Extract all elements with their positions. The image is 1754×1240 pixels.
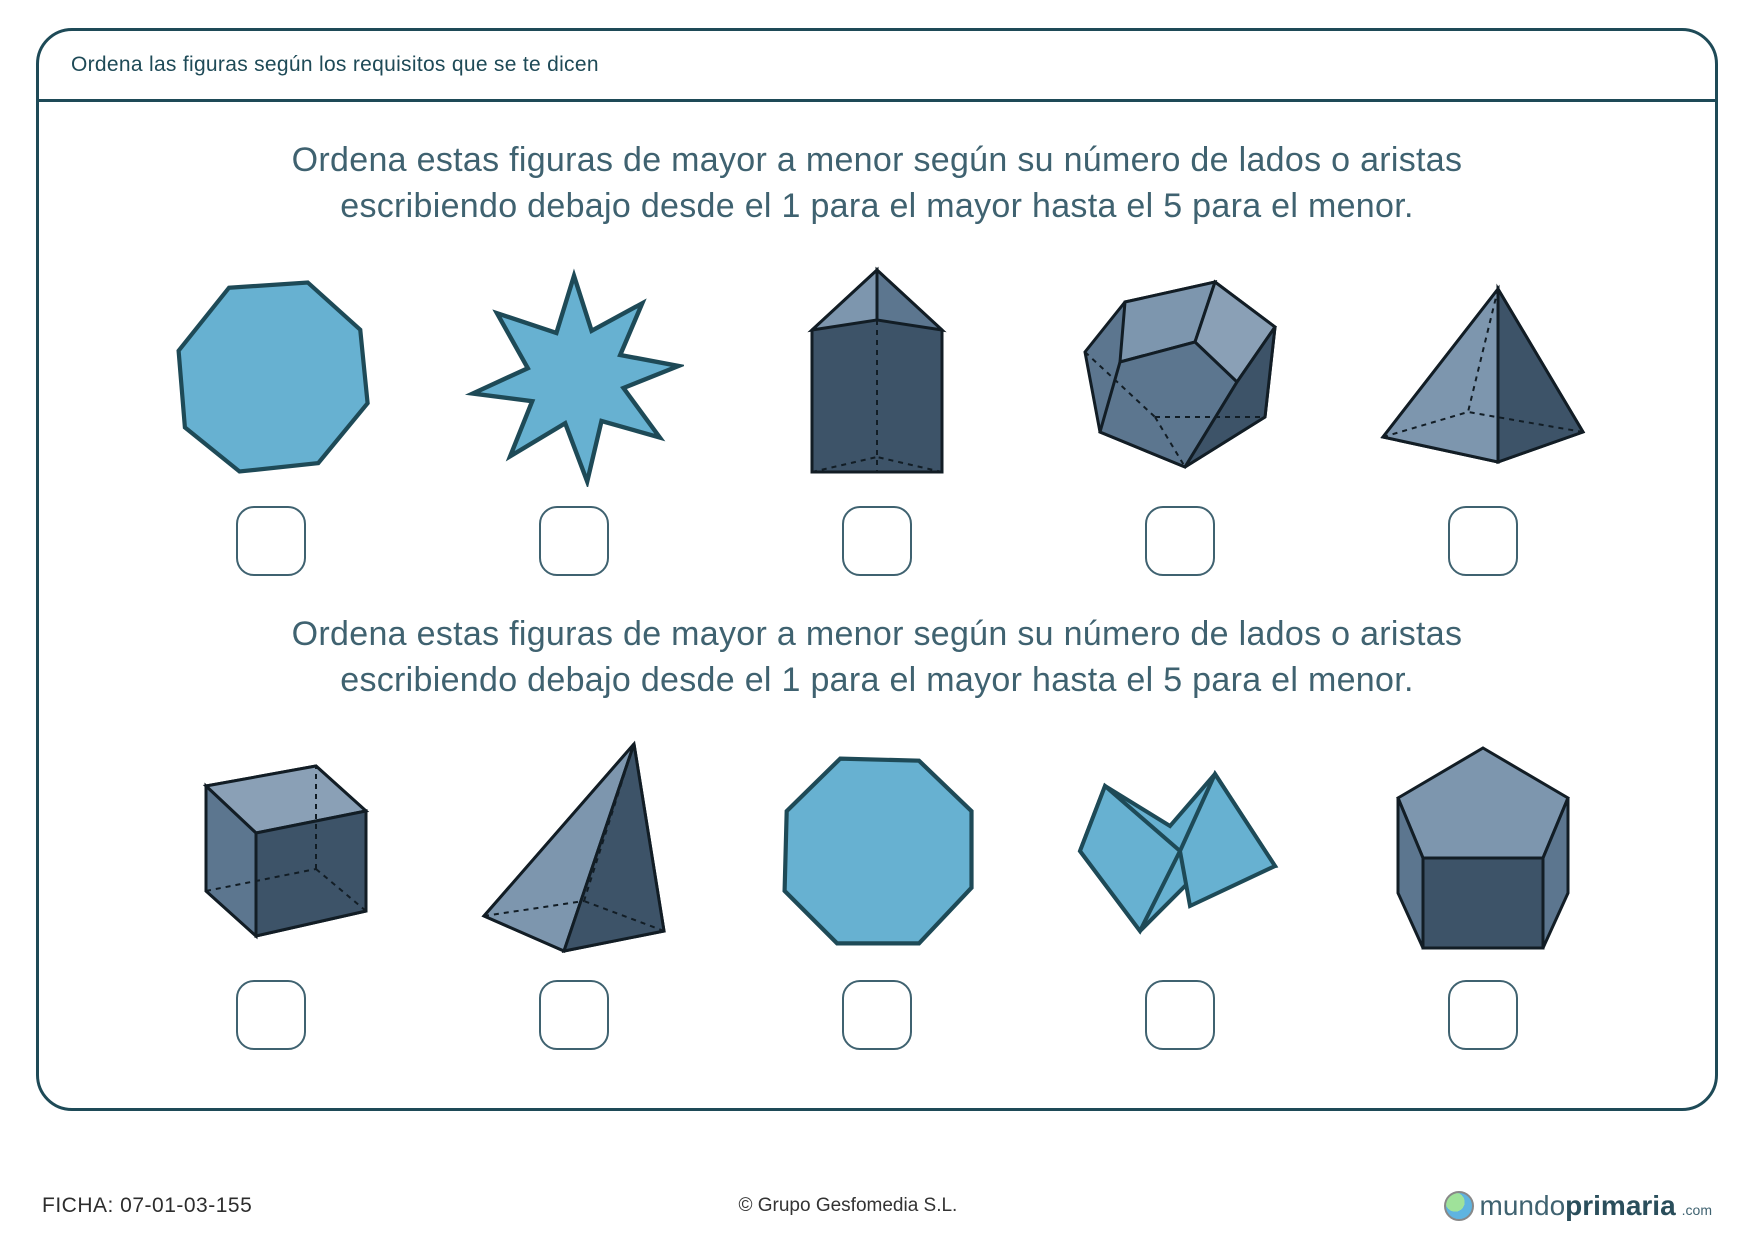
triangular-prism-shape: [797, 262, 957, 492]
instruction-1: Ordena estas figuras de mayor a menor se…: [99, 138, 1655, 230]
answer-box[interactable]: [236, 980, 306, 1050]
pentagonal-antiprism-shape: [1065, 262, 1295, 492]
shape-cell: [1029, 736, 1332, 1050]
instruction-1-line1: Ordena estas figuras de mayor a menor se…: [292, 141, 1463, 179]
shapes-row-1: [99, 262, 1655, 576]
shape-cell: [1332, 736, 1635, 1050]
ficha-label: FICHA: 07-01-03-155: [42, 1194, 252, 1218]
instruction-2-line2: escribiendo debajo desde el 1 para el ma…: [340, 661, 1413, 699]
worksheet-footer: FICHA: 07-01-03-155 © Grupo Gesfomedia S…: [36, 1190, 1718, 1222]
shape-cell: [1029, 262, 1332, 576]
logo-text: mundoprimaria: [1480, 1190, 1676, 1222]
shape-cell: [422, 736, 725, 1050]
shapes-row-2: [99, 736, 1655, 1050]
shape-cell: [119, 736, 422, 1050]
brand-logo: mundoprimaria .com: [1444, 1190, 1712, 1222]
logo-suffix: .com: [1682, 1202, 1712, 1218]
instruction-1-line2: escribiendo debajo desde el 1 para el ma…: [340, 187, 1413, 225]
worksheet-content: Ordena estas figuras de mayor a menor se…: [39, 102, 1715, 1108]
copyright-label: © Grupo Gesfomedia S.L.: [738, 1195, 957, 1217]
answer-box[interactable]: [842, 980, 912, 1050]
answer-box[interactable]: [539, 980, 609, 1050]
answer-box[interactable]: [842, 506, 912, 576]
answer-box[interactable]: [1145, 506, 1215, 576]
bowtie-shape: [1070, 736, 1290, 966]
globe-icon: [1444, 1191, 1474, 1221]
star8-shape: [464, 262, 684, 492]
cube-shape: [161, 736, 381, 966]
answer-box[interactable]: [539, 506, 609, 576]
pentagonal-prism-shape: [1383, 736, 1583, 966]
shape-cell: [1332, 262, 1635, 576]
octagon-shape: [166, 262, 376, 492]
answer-box[interactable]: [1448, 506, 1518, 576]
shape-cell: [119, 262, 422, 576]
shape-cell: [422, 262, 725, 576]
answer-box[interactable]: [1448, 980, 1518, 1050]
shape-cell: [725, 736, 1028, 1050]
instruction-2-line1: Ordena estas figuras de mayor a menor se…: [292, 615, 1463, 653]
shape-cell: [725, 262, 1028, 576]
worksheet-header: Ordena las figuras según los requisitos …: [39, 31, 1715, 102]
triangular-pyramid-shape: [469, 736, 679, 966]
answer-box[interactable]: [1145, 980, 1215, 1050]
instruction-2: Ordena estas figuras de mayor a menor se…: [99, 612, 1655, 704]
header-title: Ordena las figuras según los requisitos …: [71, 53, 1683, 77]
octagon-shape-2: [772, 736, 982, 966]
square-pyramid-shape: [1368, 262, 1598, 492]
worksheet-frame: Ordena las figuras según los requisitos …: [36, 28, 1718, 1111]
answer-box[interactable]: [236, 506, 306, 576]
